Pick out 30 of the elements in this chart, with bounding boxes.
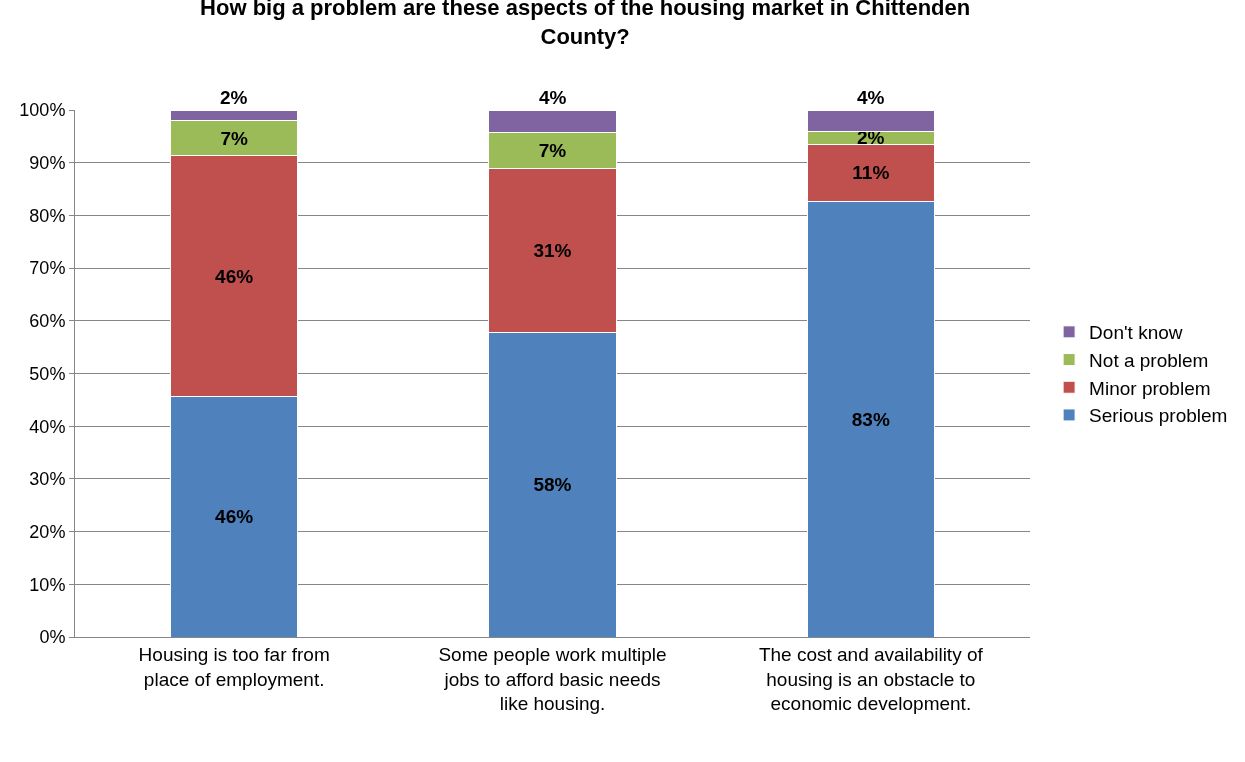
y-tick-label: 70% bbox=[29, 258, 66, 279]
legend-label: Serious problem bbox=[1089, 405, 1228, 427]
y-tick-label: 80% bbox=[29, 205, 66, 226]
chart-title: How big a problem are these aspects of the housing market in Chittenden County? bbox=[200, 0, 971, 49]
y-tick-label: 40% bbox=[29, 416, 66, 437]
y-tick-label: 60% bbox=[29, 311, 66, 332]
data-label: 2% bbox=[220, 87, 248, 108]
y-tick-label: 90% bbox=[29, 153, 66, 173]
data-label: 46% bbox=[215, 506, 254, 528]
x-tick-label: Some people work multiple jobs to afford basic needs like housing. bbox=[438, 643, 667, 715]
data-label: 4% bbox=[857, 87, 885, 108]
data-label: 31% bbox=[533, 239, 572, 261]
data-label: 7% bbox=[538, 139, 567, 161]
x-tick-label: The cost and availability of housing is an obstacle to economic development. bbox=[758, 643, 984, 715]
legend-label: Not a problem bbox=[1089, 349, 1209, 371]
x-tick-label: Housing is too far from place of employment. bbox=[138, 643, 330, 690]
y-tick-label: 20% bbox=[29, 521, 66, 542]
data-label: 46% bbox=[215, 265, 254, 287]
y-tick-label: 30% bbox=[29, 469, 66, 490]
legend-label: Minor problem bbox=[1089, 377, 1211, 399]
data-label: 58% bbox=[533, 474, 572, 496]
legend-label: Don't know bbox=[1089, 322, 1183, 344]
data-label: 83% bbox=[851, 408, 890, 430]
y-tick-label: 100% bbox=[19, 100, 66, 121]
data-label: 11% bbox=[852, 162, 890, 184]
data-label: 4% bbox=[539, 87, 567, 108]
y-tick-label: 0% bbox=[39, 627, 66, 648]
y-tick-label: 50% bbox=[29, 363, 66, 384]
data-label: 7% bbox=[220, 127, 248, 149]
y-tick-label: 10% bbox=[29, 574, 66, 595]
